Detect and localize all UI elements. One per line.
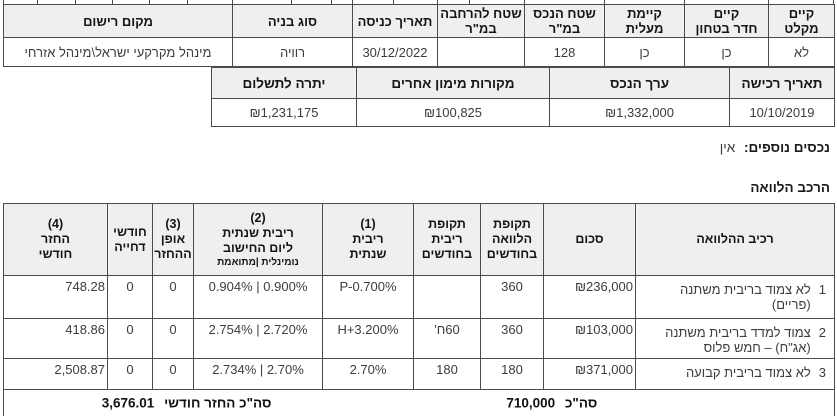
registration-place-value: מינהל מקרקעי ישראל\מינהל אזרחי — [3, 37, 233, 67]
loan-component-number: 2 — [818, 325, 826, 340]
loan-header-row: רכיב ההלוואה סכום תקופת הלוואה בחודשים ת… — [3, 203, 835, 276]
property-value-amount: ₪1,332,000 — [549, 98, 730, 127]
loan-row-3: 3 לא צמוד בריבית קבועה ₪371,000 180 180 … — [3, 358, 835, 390]
total-monthly-value: 3,676.01 — [101, 395, 155, 411]
property-value-row: לא כן כן 128 30/12/2022 רוויה מינהל מקרק… — [3, 37, 835, 67]
deferral-months-cell: 0 — [107, 318, 153, 359]
col-header-annual-interest: (1) ריבית שנתית — [322, 203, 414, 276]
col-header-building-type: סוג בניה — [232, 4, 353, 38]
property-header-row: קיים מקלט קיים חדר בטחון קיימת מעלית שטח… — [3, 4, 835, 38]
expansion-area-value — [437, 37, 525, 67]
loan-row-2: 2 צמוד למדד בריבית משתנה (אג"ח) – חמש פל… — [3, 318, 835, 359]
additional-assets-line: נכסים נוספים: אין — [720, 140, 830, 155]
monthly-repayment-cell: 748.28 — [3, 275, 108, 319]
annual-interest-cell: H+3.200% — [322, 318, 414, 359]
interest-period-cell: 180 — [413, 358, 481, 390]
loan-amount-cell: ₪236,000 — [543, 275, 636, 319]
loan-component-cell: 2 צמוד למדד בריבית משתנה (אג"ח) – חמש פל… — [635, 318, 835, 359]
additional-assets-value: אין — [719, 140, 736, 155]
interest-period-cell: 60ח' — [413, 318, 481, 359]
purchase-value-row: 10/10/2019 ₪1,332,000 ₪100,825 ₪1,231,17… — [211, 98, 835, 127]
building-type-value: רוויה — [232, 37, 353, 67]
col-header-property-area: שטח הנכס במ"ר — [524, 4, 605, 38]
annual-interest-cell: 2.70% — [322, 358, 414, 390]
loan-amount-cell: ₪103,000 — [543, 318, 636, 359]
col-header-deferral-months: חודשי דחייה — [107, 203, 153, 276]
shelter-exists-value: לא — [768, 37, 835, 67]
elevator-exists-value: כן — [604, 37, 685, 67]
calc-day-interest-cell: 2.734% | 2.70% — [193, 358, 323, 390]
deferral-months-cell: 0 — [107, 275, 153, 319]
total-monthly-label: סה"כ החזר חודשי — [164, 395, 272, 411]
loan-period-cell: 360 — [480, 275, 544, 319]
property-details-table: קיים מקלט קיים חדר בטחון קיימת מעלית שטח… — [3, 4, 835, 67]
loan-component-number: 3 — [818, 365, 826, 380]
loan-composition-table: רכיב ההלוואה סכום תקופת הלוואה בחודשים ת… — [3, 203, 835, 416]
col-header-other-financing: מקורות מימון אחרים — [356, 67, 550, 99]
loan-totals-cell: סה"כ 710,000 סה"כ החזר חודשי 3,676.01 — [3, 389, 835, 416]
purchase-header-row: תאריך רכישה ערך הנכס מקורות מימון אחרים … — [211, 67, 835, 99]
total-amount-value: 710,000 — [506, 395, 556, 411]
col-header-monthly-repayment: (4) החזר חודשי — [3, 203, 108, 276]
monthly-repayment-cell: 2,508.87 — [3, 358, 108, 390]
col-header-expansion-area: שטח להרחבה במ"ר — [437, 4, 525, 38]
loan-component-cell: 1 לא צמוד בריבית משתנה (פריים) — [635, 275, 835, 319]
other-financing-amount: ₪100,825 — [356, 98, 550, 127]
loan-row-1: 1 לא צמוד בריבית משתנה (פריים) ₪236,000 … — [3, 275, 835, 319]
loan-amount-cell: ₪371,000 — [543, 358, 636, 390]
deferral-months-cell: 0 — [107, 358, 153, 390]
col-header-loan-component: רכיב ההלוואה — [635, 203, 835, 276]
security-room-exists-value: כן — [684, 37, 769, 67]
loan-component-text: לא צמוד בריבית קבועה — [685, 365, 811, 380]
repayment-method-cell: 0 — [152, 318, 194, 359]
entry-date-value: 30/12/2022 — [352, 37, 438, 67]
property-area-value: 128 — [524, 37, 605, 67]
repayment-method-cell: 0 — [152, 275, 194, 319]
interest-period-cell — [413, 275, 481, 319]
loan-period-cell: 360 — [480, 318, 544, 359]
monthly-repayment-cell: 418.86 — [3, 318, 108, 359]
purchase-financing-table: תאריך רכישה ערך הנכס מקורות מימון אחרים … — [211, 67, 835, 127]
loan-totals-row: סה"כ 710,000 סה"כ החזר חודשי 3,676.01 — [3, 389, 835, 416]
total-amount: סה"כ 710,000 — [506, 396, 597, 411]
loan-component-text: לא צמוד בריבית משתנה (פריים) — [679, 282, 811, 312]
col-header-purchase-date: תאריך רכישה — [729, 67, 835, 99]
col-header-shelter-exists: קיים מקלט — [768, 4, 835, 38]
calc-day-interest-main: (2) ריבית שנתית ליום החישוב — [222, 210, 294, 255]
col-header-amount: סכום — [543, 203, 636, 276]
col-header-property-value: ערך הנכס — [549, 67, 730, 99]
loan-component-text: צמוד למדד בריבית משתנה (אג"ח) – חמש פלוס — [665, 325, 811, 355]
calc-day-interest-cell: 2.754% | 2.720% — [193, 318, 323, 359]
col-header-calc-day-interest: (2) ריבית שנתית ליום החישוב נומינלית |מת… — [193, 203, 323, 276]
repayment-method-cell: 0 — [152, 358, 194, 390]
col-header-entry-date: תאריך כניסה — [352, 4, 438, 38]
annual-interest-cell: P-0.700% — [322, 275, 414, 319]
balance-due-amount: ₪1,231,175 — [211, 98, 357, 127]
total-monthly-repayment: סה"כ החזר חודשי 3,676.01 — [102, 396, 272, 411]
col-header-loan-period-months: תקופת הלוואה בחודשים — [480, 203, 544, 276]
additional-assets-label: נכסים נוספים: — [743, 140, 830, 155]
loan-period-cell: 180 — [480, 358, 544, 390]
calc-day-interest-sub: נומינלית |מתואמת — [217, 256, 299, 268]
col-header-elevator-exists: קיימת מעלית — [604, 4, 685, 38]
col-header-security-room-exists: קיים חדר בטחון — [684, 4, 769, 38]
total-amount-label: סה"כ — [564, 395, 598, 411]
loan-component-cell: 3 לא צמוד בריבית קבועה — [635, 358, 835, 390]
col-header-repayment-method: (3) אופן ההחזר — [152, 203, 194, 276]
purchase-date-value: 10/10/2019 — [729, 98, 835, 127]
loan-component-number: 1 — [818, 282, 826, 297]
loan-composition-title: הרכב הלוואה — [750, 180, 830, 195]
col-header-balance-due: יתרה לתשלום — [211, 67, 357, 99]
col-header-registration-place: מקום רישום — [3, 4, 233, 38]
col-header-interest-period-months: תקופת ריבית בחודשים — [413, 203, 481, 276]
calc-day-interest-cell: 0.904% | 0.900% — [193, 275, 323, 319]
